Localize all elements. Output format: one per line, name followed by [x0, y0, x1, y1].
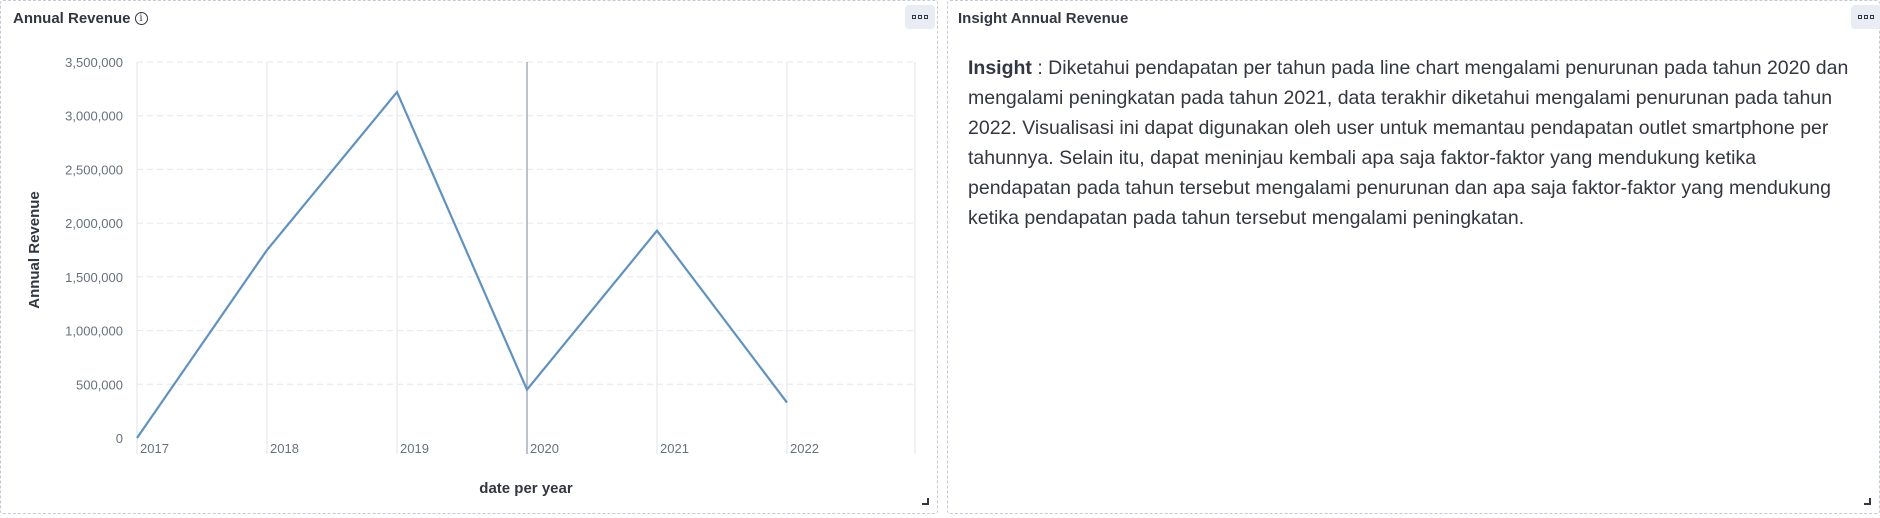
options-menu-icon-dot	[1870, 15, 1874, 19]
y-tick-label: 3,000,000	[65, 109, 123, 124]
x-tick-label: 2017	[140, 441, 169, 456]
line-chart: 0 500,000 1,000,000 1,500,000 2,000,000 2,500…	[26, 55, 916, 497]
y-axis-title: Annual Revenue	[26, 191, 43, 309]
insight-label: Insight	[968, 57, 1032, 79]
x-tick-label: 2020	[530, 441, 559, 456]
y-tick-label: 3,500,000	[65, 55, 123, 70]
x-tick-label: 2018	[270, 441, 299, 456]
options-menu-icon-dot	[918, 15, 922, 19]
insight-panel: Insight Annual Revenue Insight : Diketah…	[947, 0, 1880, 514]
y-tick-label: 0	[116, 431, 123, 446]
annual-revenue-panel: Annual Revenue i 0 500,000 1,000,000 1,500,…	[0, 0, 938, 514]
panel-options-button[interactable]	[905, 5, 935, 29]
panel-title-text: Insight Annual Revenue	[958, 10, 1129, 27]
options-menu-icon	[912, 15, 916, 19]
series-line	[136, 89, 788, 439]
options-menu-icon-dot	[924, 15, 928, 19]
resize-handle[interactable]	[922, 498, 929, 505]
options-menu-icon-dot	[1864, 15, 1868, 19]
options-menu-icon	[1858, 15, 1862, 19]
x-axis-title: date per year	[479, 480, 573, 497]
panel-options-button[interactable]	[1851, 5, 1880, 29]
y-tick-label: 2,500,000	[65, 162, 123, 177]
info-icon[interactable]: i	[134, 12, 148, 25]
x-tick-label: 2019	[400, 441, 429, 456]
insight-text: Insight : Diketahui pendapatan per tahun…	[968, 53, 1863, 233]
y-tick-label: 1,000,000	[65, 324, 123, 339]
x-tick-label: 2021	[660, 441, 689, 456]
x-tick-label: 2022	[790, 441, 819, 456]
insight-body: : Diketahui pendapatan per tahun pada li…	[968, 57, 1849, 229]
panel-title-text: Annual Revenue	[13, 10, 131, 27]
y-tick-label: 1,500,000	[65, 270, 123, 285]
y-tick-label: 2,000,000	[65, 216, 123, 231]
y-tick-label: 500,000	[76, 377, 123, 392]
panel-title: Annual Revenue i	[13, 10, 148, 27]
panel-title: Insight Annual Revenue	[958, 10, 1128, 27]
resize-handle[interactable]	[1864, 498, 1871, 505]
